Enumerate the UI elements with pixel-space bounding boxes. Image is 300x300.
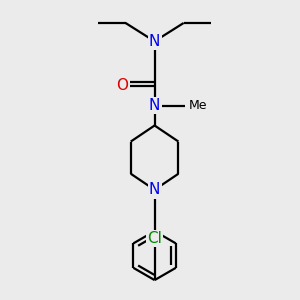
Text: N: N	[149, 182, 160, 197]
Text: N: N	[149, 34, 160, 49]
Text: O: O	[116, 78, 128, 93]
Text: Me: Me	[188, 99, 207, 112]
Text: Cl: Cl	[147, 231, 162, 246]
Text: N: N	[149, 98, 160, 113]
